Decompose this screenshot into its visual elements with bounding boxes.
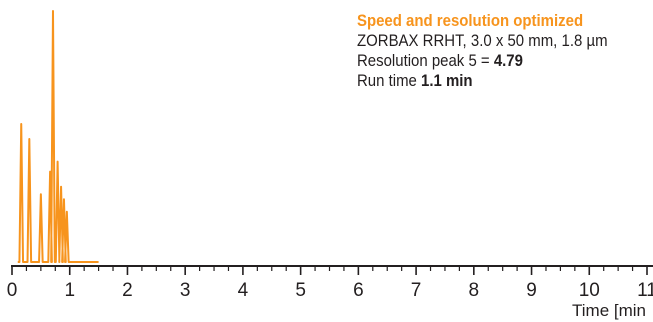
x-axis-ticks: 0 1 2 3 4 5 6 7 8 9 10 11	[7, 266, 653, 301]
annotation-column: ZORBAX RRHT, 3.0 x 50 mm, 1.8 µm	[357, 31, 608, 50]
chart-annotation: Speed and resolution optimized ZORBAX RR…	[357, 11, 608, 91]
run-time-label: Run time	[357, 71, 422, 90]
x-axis-title: Time [min	[572, 301, 646, 320]
run-time-value: 1.1 min	[421, 71, 473, 90]
annotation-run-time: Run time 1.1 min	[357, 71, 608, 91]
x-tick-label-8: 8	[469, 280, 480, 301]
x-tick-label-0: 0	[7, 280, 18, 301]
x-tick-label-1: 1	[64, 280, 75, 301]
chromatogram-trace-0	[17, 10, 99, 263]
x-tick-label-5: 5	[295, 280, 306, 301]
annotation-headline: Speed and resolution optimized	[357, 11, 584, 30]
peak-6	[57, 161, 59, 163]
x-tick-label-4: 4	[238, 280, 249, 301]
peak-2	[28, 138, 30, 140]
x-tick-label-6: 6	[353, 280, 364, 301]
peak-9	[66, 211, 68, 213]
peak-3	[40, 193, 42, 195]
resolution-value: 4.79	[493, 51, 523, 70]
peak-1	[20, 123, 22, 125]
resolution-label: Resolution peak 5 =	[357, 51, 494, 70]
x-tick-label-2: 2	[122, 280, 133, 301]
peak-7	[60, 186, 62, 188]
x-tick-label-10: 10	[579, 280, 600, 301]
peak-5	[52, 10, 54, 12]
peak-4	[49, 171, 51, 173]
x-tick-label-11: 11	[637, 280, 653, 301]
peak-8	[63, 198, 65, 200]
x-tick-label-7: 7	[411, 280, 422, 301]
x-tick-label-9: 9	[526, 280, 537, 301]
x-tick-label-3: 3	[180, 280, 191, 301]
annotation-resolution: Resolution peak 5 = 4.79	[357, 51, 608, 71]
trace-layer	[17, 10, 99, 263]
